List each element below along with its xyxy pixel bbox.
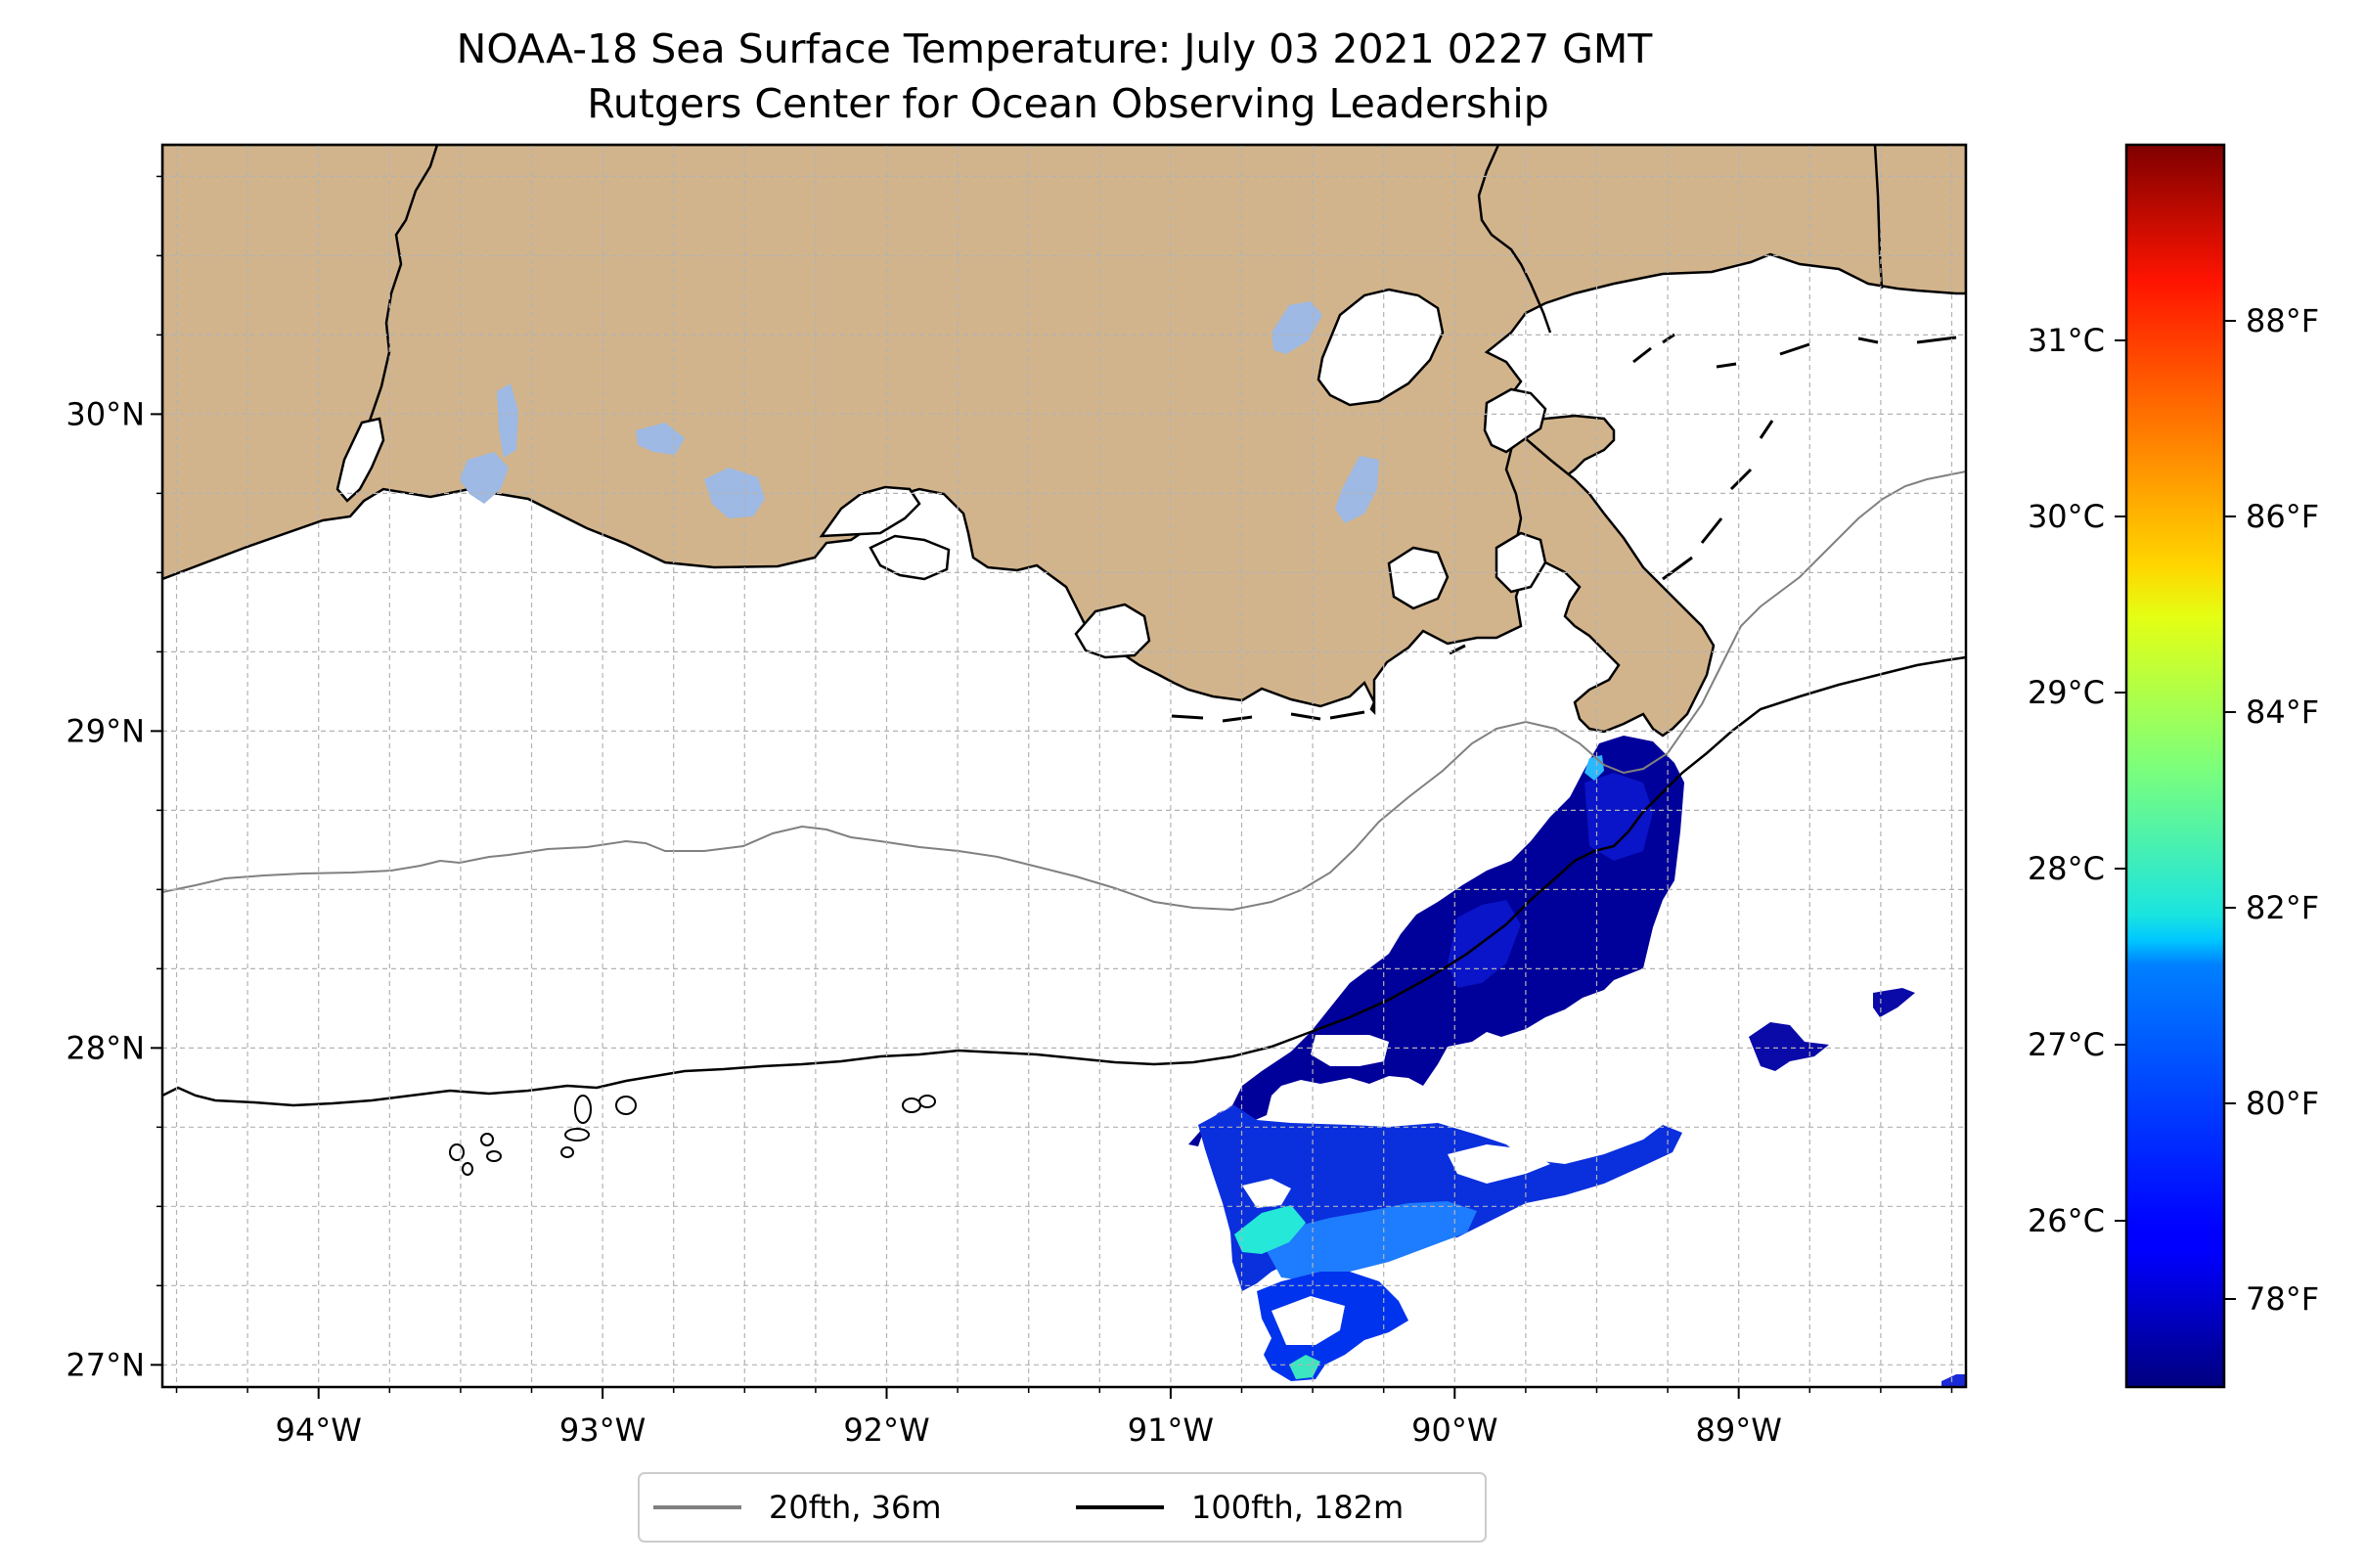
sst-cyan-1	[1234, 1205, 1306, 1254]
state-boundary-west	[368, 145, 439, 422]
colorbar-label-c: 29°C	[2028, 674, 2105, 711]
lake-borgne	[1483, 387, 1547, 454]
bay-barataria	[1387, 546, 1450, 610]
lake-blue-5	[1335, 456, 1379, 523]
latitude-label: 30°N	[66, 395, 145, 432]
latitude-label: 28°N	[66, 1029, 145, 1066]
legend: 20fth, 36m 100fth, 182m	[638, 1472, 1487, 1543]
lake-blue-2	[636, 423, 685, 455]
longitude-label: 89°W	[1696, 1411, 1782, 1449]
gridlines	[162, 145, 1966, 1387]
map-area: 94°W 93°W 92°W 91°W 90°W 89°W 27°N 28°N 29°N 30°…	[66, 143, 1968, 1449]
colorbar-fahrenheit-ticks: 78°F 80°F 82°F 84°F 86°F 88°F	[2224, 302, 2319, 1318]
vermilion-bay	[819, 485, 921, 538]
lake-blue-4	[1272, 301, 1322, 354]
bay-terrebonne	[1074, 603, 1151, 659]
colorbar-label-f: 82°F	[2246, 889, 2319, 926]
colorbar-label-c: 30°C	[2028, 498, 2105, 535]
bay-breton	[1495, 531, 1547, 594]
colorbar: 26°C 27°C 28°C 29°C 30°C 31°C 78°F 80°F 82°F 84°…	[2028, 143, 2319, 1389]
colorbar-label-c: 28°C	[2028, 850, 2105, 887]
colorbar-label-c: 27°C	[2028, 1026, 2105, 1063]
longitude-label: 93°W	[559, 1411, 646, 1449]
map-frame	[160, 143, 1968, 1389]
latitude-label: 27°N	[66, 1346, 145, 1383]
contour-islands	[449, 1095, 936, 1176]
isobath-20fth	[162, 470, 1966, 912]
sst-patch-corner	[1941, 1374, 1966, 1387]
sst-patch-mid	[1448, 773, 1653, 988]
longitude-label: 91°W	[1128, 1411, 1214, 1449]
lake-pontchartrain	[1316, 288, 1445, 407]
longitude-labels: 94°W 93°W 92°W 91°W 90°W 89°W	[276, 1387, 1782, 1449]
sst-cloud-gap-4	[1272, 1296, 1345, 1345]
lake-blue-1	[460, 383, 518, 504]
colorbar-label-f: 84°F	[2246, 694, 2319, 731]
longitude-label: 92°W	[843, 1411, 929, 1449]
map-title: NOAA-18 Sea Surface Temperature: July 03…	[457, 25, 1654, 72]
colorbar-label-f: 78°F	[2246, 1280, 2319, 1318]
longitude-label: 90°W	[1411, 1411, 1497, 1449]
colorbar-label-f: 80°F	[2246, 1085, 2319, 1122]
legend-label-100fth: 100fth, 182m	[1191, 1489, 1404, 1526]
map-subtitle: Rutgers Center for Ocean Observing Leade…	[587, 80, 1549, 127]
latitude-label: 29°N	[66, 712, 145, 749]
colorbar-label-f: 86°F	[2246, 498, 2319, 535]
legend-box	[638, 1472, 1487, 1543]
sst-patch-east-2	[1873, 988, 1915, 1017]
colorbar-label-f: 88°F	[2246, 302, 2319, 339]
latitude-labels: 27°N 28°N 29°N 30°N	[66, 395, 162, 1383]
colorbar-gradient	[2124, 143, 2226, 1389]
sst-patch-east-1	[1749, 1022, 1829, 1071]
sst-warm-band	[1262, 1201, 1477, 1281]
sst-cloud-gap-2	[1448, 1144, 1550, 1184]
barrier-islands	[1171, 333, 1957, 723]
colorbar-label-c: 31°C	[2028, 322, 2105, 359]
legend-label-20fth: 20fth, 36m	[769, 1489, 941, 1526]
sst-cloud-gap-3	[1242, 1179, 1291, 1208]
sst-cloud-gap-1	[1311, 1035, 1389, 1066]
longitude-label: 94°W	[276, 1411, 362, 1449]
colorbar-celsius-ticks: 26°C 27°C 28°C 29°C 30°C 31°C	[2028, 322, 2126, 1239]
isobath-100fth	[162, 655, 1966, 1107]
colorbar-label-c: 26°C	[2028, 1202, 2105, 1239]
